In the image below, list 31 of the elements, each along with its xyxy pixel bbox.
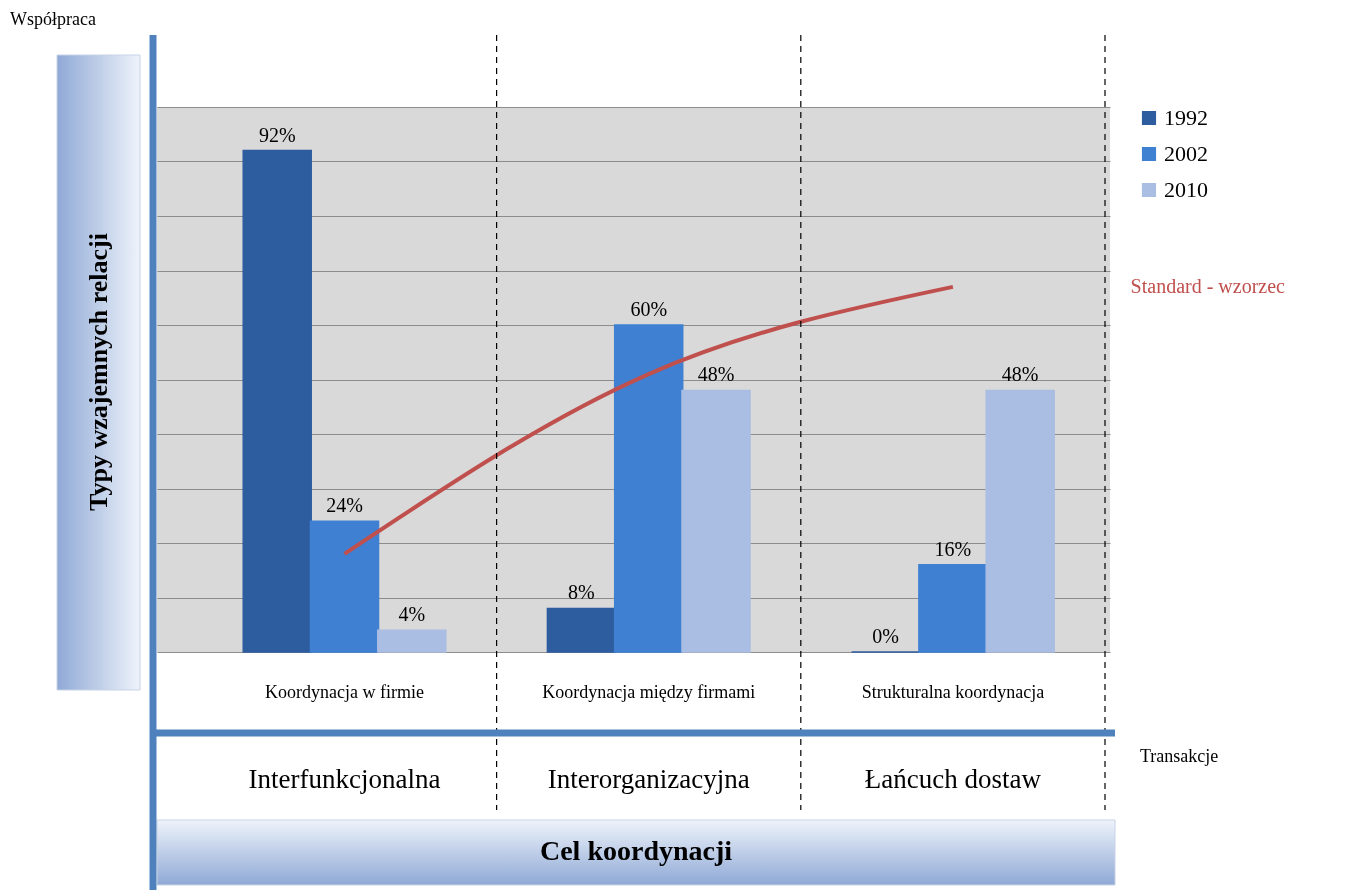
text: Łańcuch dostaw bbox=[864, 764, 1042, 794]
x-axis-title: Cel koordynacji bbox=[539, 835, 733, 866]
data-label: 48% bbox=[1001, 363, 1039, 386]
bar bbox=[985, 389, 1055, 653]
text: Współpraca bbox=[10, 9, 96, 29]
text: Interfunkcjonalna bbox=[248, 764, 441, 794]
legend-label: 1992 bbox=[1164, 105, 1208, 130]
data-label: 48% bbox=[697, 363, 735, 386]
bar bbox=[613, 324, 684, 653]
bar bbox=[242, 149, 312, 653]
data-label: 16% bbox=[934, 537, 972, 560]
text: Interorganizacyjna bbox=[547, 764, 750, 794]
x-tick-label: Strukturalna koordynacja bbox=[861, 682, 1045, 702]
bar bbox=[918, 564, 988, 653]
data-label: 8% bbox=[568, 581, 595, 604]
legend-label: 2002 bbox=[1164, 141, 1208, 166]
data-label: 4% bbox=[398, 603, 426, 626]
y-axis-title: Typy wzajemnych relacji bbox=[84, 233, 113, 511]
text: Standard - wzorzec bbox=[1130, 274, 1286, 297]
data-label: 60% bbox=[630, 298, 668, 320]
bar bbox=[681, 389, 751, 653]
x-tick-label: Koordynacja w firmie bbox=[265, 682, 424, 702]
data-label: 0% bbox=[872, 625, 899, 647]
bar bbox=[309, 520, 380, 653]
bar bbox=[377, 629, 447, 653]
data-label: 24% bbox=[326, 494, 363, 517]
text: Transakcje bbox=[1140, 746, 1219, 766]
bar bbox=[546, 607, 617, 653]
x-tick-label: Koordynacja między firmami bbox=[542, 682, 756, 702]
legend-label: 2010 bbox=[1164, 177, 1208, 202]
data-label: 92% bbox=[258, 123, 296, 146]
